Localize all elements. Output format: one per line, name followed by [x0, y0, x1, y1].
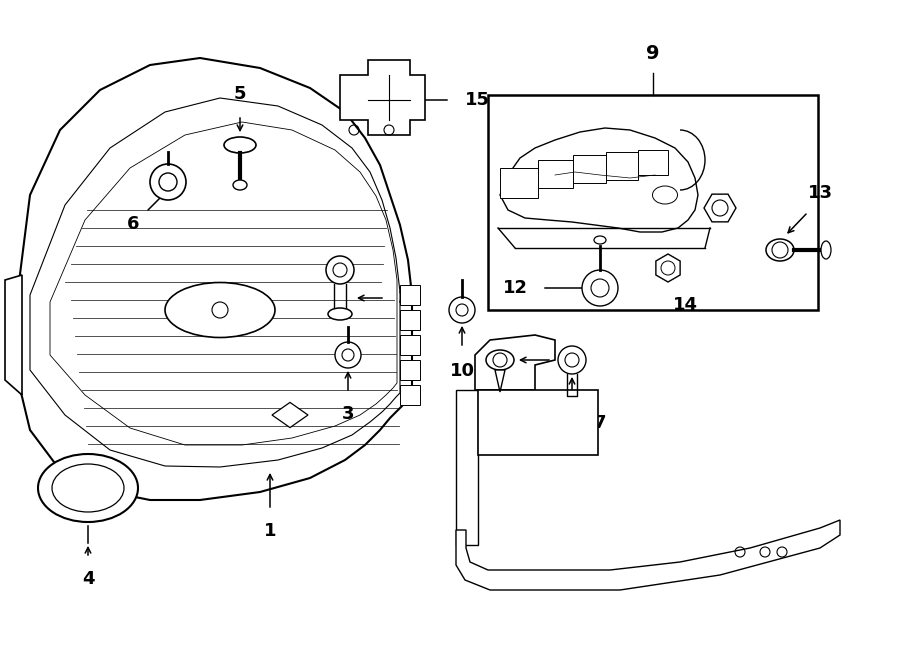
Ellipse shape: [328, 308, 352, 320]
Text: 14: 14: [673, 296, 698, 314]
Polygon shape: [340, 60, 425, 135]
Ellipse shape: [821, 241, 831, 259]
Text: 10: 10: [449, 362, 474, 380]
Text: 7: 7: [594, 414, 607, 432]
Text: 9: 9: [646, 44, 660, 63]
Circle shape: [582, 270, 618, 306]
Ellipse shape: [594, 236, 606, 244]
Polygon shape: [400, 360, 420, 380]
Polygon shape: [456, 390, 478, 545]
Circle shape: [150, 164, 186, 200]
Text: 12: 12: [503, 279, 528, 297]
Polygon shape: [456, 520, 840, 590]
Bar: [638, 150, 668, 175]
Text: 4: 4: [82, 570, 94, 588]
Polygon shape: [500, 128, 698, 232]
Circle shape: [335, 342, 361, 368]
Polygon shape: [400, 335, 420, 355]
Text: 15: 15: [465, 91, 490, 109]
Polygon shape: [704, 194, 736, 222]
Text: 1: 1: [264, 522, 276, 540]
Ellipse shape: [52, 464, 124, 512]
Circle shape: [326, 256, 354, 284]
Circle shape: [333, 263, 347, 277]
Circle shape: [591, 279, 609, 297]
Polygon shape: [656, 254, 680, 282]
Text: 2: 2: [398, 289, 410, 307]
Polygon shape: [400, 310, 420, 330]
Ellipse shape: [233, 180, 247, 190]
Polygon shape: [272, 403, 308, 428]
Text: 3: 3: [342, 405, 355, 423]
Text: 8: 8: [566, 351, 579, 369]
Circle shape: [456, 304, 468, 316]
Bar: [573, 155, 606, 183]
Polygon shape: [5, 275, 22, 395]
Circle shape: [342, 349, 354, 361]
Ellipse shape: [165, 282, 275, 338]
Polygon shape: [400, 285, 420, 305]
Text: 13: 13: [807, 184, 833, 202]
Bar: [478, 390, 598, 455]
Polygon shape: [475, 335, 555, 390]
Circle shape: [449, 297, 475, 323]
Ellipse shape: [38, 454, 138, 522]
Ellipse shape: [486, 350, 514, 370]
Ellipse shape: [766, 239, 794, 261]
Circle shape: [159, 173, 177, 191]
Bar: [488, 95, 818, 310]
Polygon shape: [400, 385, 420, 405]
Bar: [500, 168, 538, 198]
Circle shape: [565, 353, 579, 367]
Polygon shape: [18, 58, 412, 500]
Text: 11: 11: [560, 425, 584, 443]
Bar: [606, 152, 638, 180]
Circle shape: [558, 346, 586, 374]
Text: 5: 5: [234, 85, 247, 103]
Ellipse shape: [224, 137, 256, 153]
Bar: [538, 160, 573, 188]
Polygon shape: [495, 370, 505, 392]
Text: 6: 6: [127, 215, 140, 233]
